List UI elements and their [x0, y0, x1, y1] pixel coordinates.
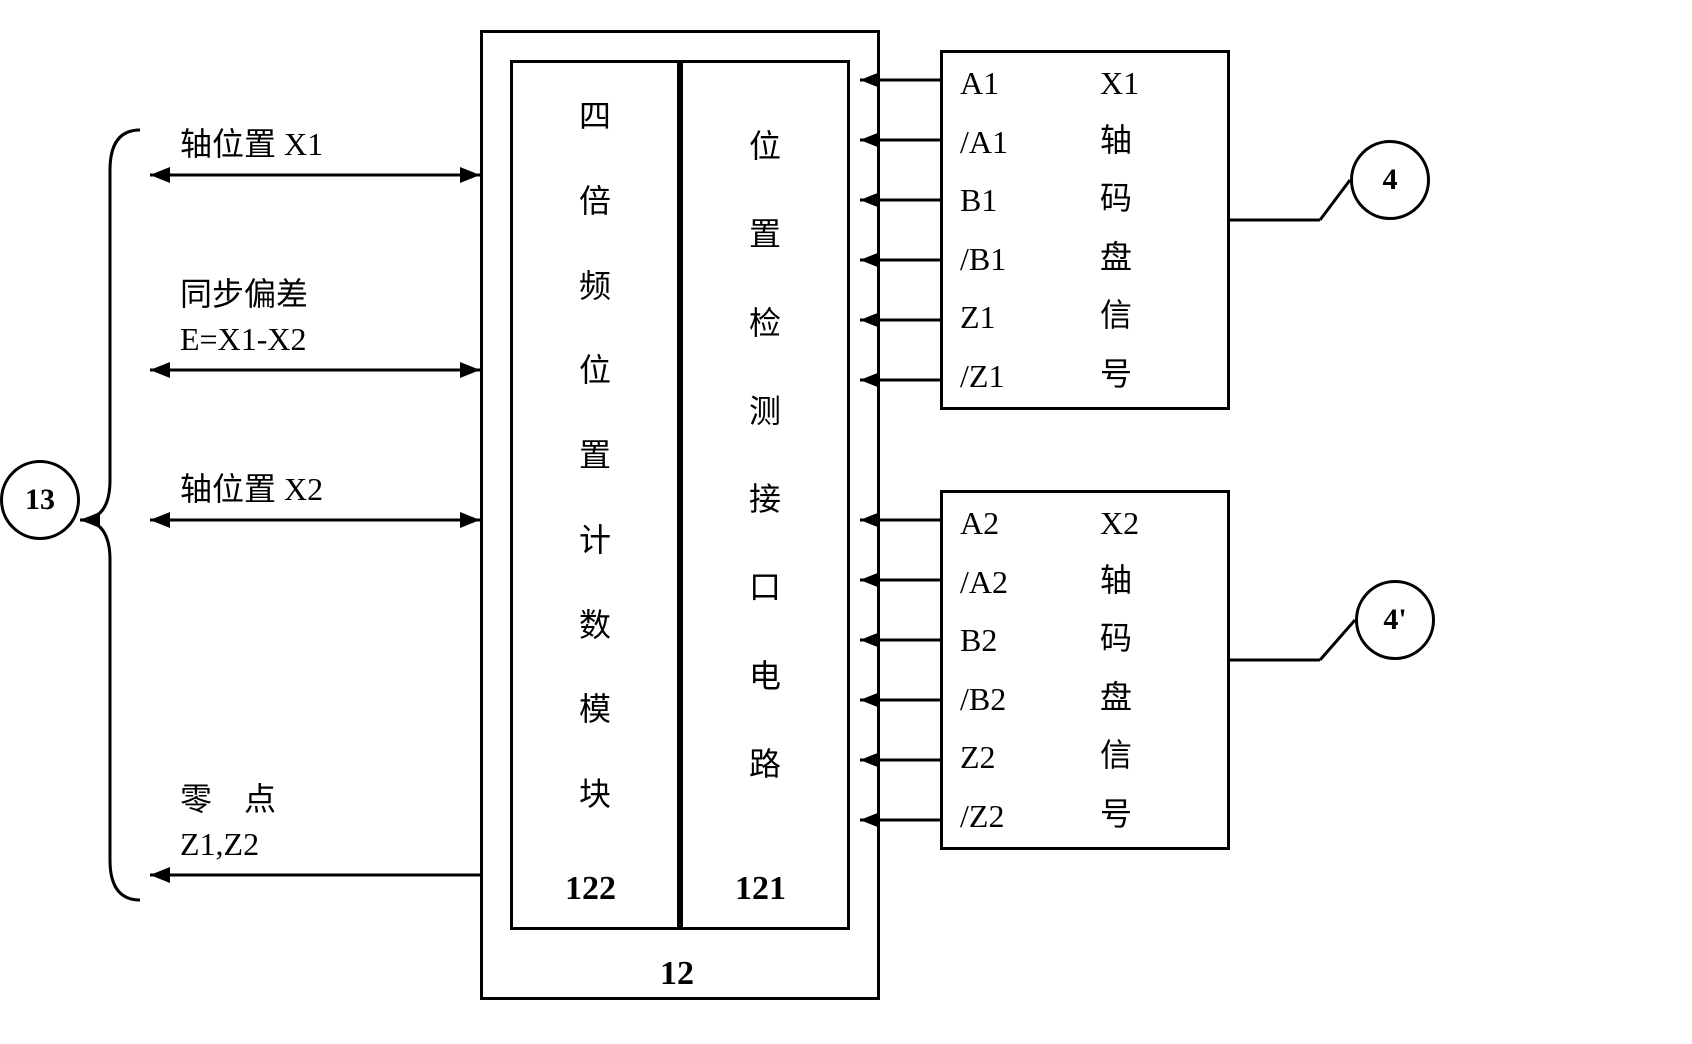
- label-sync-err-1: 同步偏差: [180, 270, 308, 318]
- node-4-label: 4: [1383, 163, 1398, 197]
- module-12-number: 12: [660, 955, 694, 993]
- label-zero-1: 零 点: [180, 775, 276, 823]
- node-13-circle: 13: [0, 460, 80, 540]
- module-121-label: 位置检测接口电路: [680, 130, 850, 780]
- label-axis-x2: 轴位置 X2: [180, 465, 323, 513]
- diagram-canvas: 13 4 4' 四倍频位置计数模块 122 位置检测接口电路 121 12 轴位…: [0, 0, 1692, 1044]
- encoder-x1-signals: A1/A1B1/B1Z1/Z1: [960, 65, 1060, 395]
- label-sync-err-2: E=X1-X2: [180, 315, 306, 363]
- encoder-x2-desc: X2轴码盘信号: [1100, 505, 1200, 835]
- label-zero-2: Z1,Z2: [180, 820, 259, 868]
- node-4p-circle: 4': [1355, 580, 1435, 660]
- node-13-label: 13: [25, 483, 55, 517]
- module-121-number: 121: [735, 870, 786, 908]
- node-4-circle: 4: [1350, 140, 1430, 220]
- module-122-label: 四倍频位置计数模块: [510, 100, 680, 810]
- module-122-number: 122: [565, 870, 616, 908]
- encoder-x2-signals: A2/A2B2/B2Z2/Z2: [960, 505, 1060, 835]
- node-4p-label: 4': [1383, 603, 1406, 637]
- encoder-x1-desc: X1轴码盘信号: [1100, 65, 1200, 395]
- label-axis-x1: 轴位置 X1: [180, 120, 323, 168]
